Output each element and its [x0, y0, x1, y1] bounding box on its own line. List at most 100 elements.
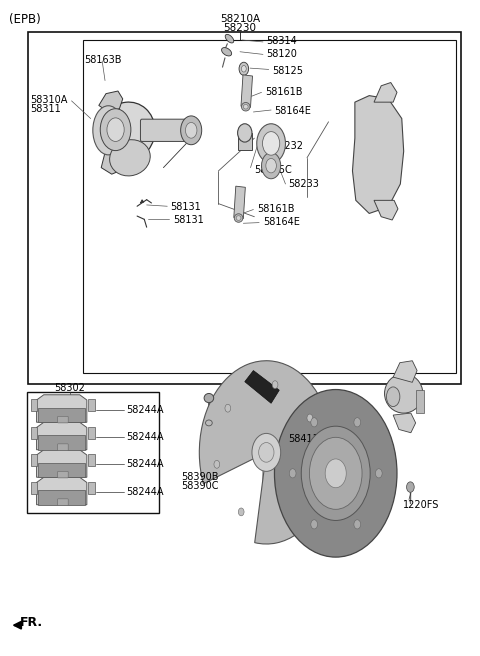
Ellipse shape — [222, 48, 232, 56]
Bar — [27, 392, 158, 512]
Text: 58163B: 58163B — [84, 54, 122, 64]
Polygon shape — [374, 200, 398, 220]
Text: 1351JD: 1351JD — [222, 384, 257, 394]
Circle shape — [272, 380, 278, 388]
Polygon shape — [36, 478, 87, 504]
Circle shape — [311, 520, 318, 529]
Ellipse shape — [234, 214, 243, 222]
Polygon shape — [36, 395, 87, 422]
Text: 58164E: 58164E — [275, 106, 312, 115]
Text: 58302: 58302 — [55, 383, 85, 393]
Text: 51711: 51711 — [211, 406, 242, 416]
Circle shape — [354, 520, 360, 529]
Circle shape — [239, 508, 244, 516]
Ellipse shape — [100, 102, 155, 161]
Text: 58411D: 58411D — [288, 434, 326, 444]
Bar — [31, 455, 37, 466]
Text: 58210A: 58210A — [220, 14, 260, 24]
Bar — [28, 32, 461, 384]
Circle shape — [100, 109, 131, 151]
Bar — [31, 427, 37, 439]
Polygon shape — [241, 75, 252, 108]
Polygon shape — [245, 371, 279, 403]
Text: 1220FS: 1220FS — [403, 500, 439, 510]
Circle shape — [354, 418, 360, 427]
Text: 58233: 58233 — [288, 179, 319, 189]
Circle shape — [307, 414, 312, 422]
Text: @: @ — [202, 419, 212, 429]
Polygon shape — [38, 463, 85, 478]
Circle shape — [257, 124, 286, 163]
Circle shape — [263, 132, 280, 155]
Text: 58311: 58311 — [30, 104, 61, 113]
Polygon shape — [393, 413, 416, 433]
Text: 58235C: 58235C — [254, 165, 292, 174]
Circle shape — [214, 461, 220, 468]
Bar — [416, 390, 424, 413]
Polygon shape — [38, 408, 85, 422]
Circle shape — [289, 469, 296, 478]
Ellipse shape — [204, 394, 214, 403]
Text: 58232: 58232 — [273, 141, 303, 151]
Text: 58244A: 58244A — [126, 432, 164, 441]
Circle shape — [301, 426, 370, 520]
Text: 58125: 58125 — [273, 66, 303, 75]
Text: FR.: FR. — [20, 616, 43, 629]
Text: 58161B: 58161B — [257, 204, 294, 214]
Circle shape — [241, 66, 246, 72]
Polygon shape — [234, 186, 245, 218]
Text: 58131: 58131 — [170, 202, 201, 212]
Circle shape — [185, 123, 197, 138]
Text: 58230: 58230 — [224, 23, 256, 33]
Circle shape — [239, 62, 249, 75]
FancyBboxPatch shape — [58, 472, 68, 478]
Bar — [88, 427, 95, 439]
Wedge shape — [199, 361, 333, 544]
FancyBboxPatch shape — [141, 119, 191, 142]
Circle shape — [311, 418, 318, 427]
Polygon shape — [238, 133, 252, 150]
Ellipse shape — [238, 124, 252, 142]
Ellipse shape — [236, 216, 241, 220]
Circle shape — [266, 159, 276, 173]
Circle shape — [262, 153, 281, 178]
Polygon shape — [99, 91, 123, 112]
Ellipse shape — [243, 104, 248, 109]
Polygon shape — [374, 83, 397, 102]
Text: 58120: 58120 — [266, 49, 297, 60]
Circle shape — [325, 459, 346, 487]
Ellipse shape — [205, 420, 212, 426]
FancyBboxPatch shape — [58, 444, 68, 451]
Text: 58164E: 58164E — [263, 217, 300, 227]
Polygon shape — [38, 490, 85, 504]
Circle shape — [225, 404, 231, 412]
Ellipse shape — [386, 387, 400, 407]
Ellipse shape — [384, 374, 423, 413]
Bar — [83, 40, 456, 373]
FancyBboxPatch shape — [58, 499, 68, 505]
Bar — [31, 400, 37, 411]
Text: (EPB): (EPB) — [9, 12, 41, 26]
Text: 58310A: 58310A — [30, 95, 68, 105]
Circle shape — [375, 469, 382, 478]
Bar — [88, 455, 95, 466]
Text: 58314: 58314 — [266, 36, 297, 47]
Text: 58244A: 58244A — [126, 487, 164, 497]
Bar — [88, 400, 95, 411]
Ellipse shape — [225, 34, 234, 43]
FancyBboxPatch shape — [58, 417, 68, 423]
Circle shape — [407, 482, 414, 492]
Bar — [88, 482, 95, 493]
Text: 58161B: 58161B — [265, 87, 302, 97]
Text: 58390C: 58390C — [181, 482, 219, 491]
Text: 58131: 58131 — [173, 215, 204, 225]
Ellipse shape — [259, 443, 274, 462]
Polygon shape — [38, 436, 85, 450]
Circle shape — [275, 390, 397, 557]
Ellipse shape — [109, 140, 150, 176]
Polygon shape — [36, 422, 87, 450]
Text: 58244A: 58244A — [126, 459, 164, 469]
Circle shape — [180, 116, 202, 145]
Ellipse shape — [252, 434, 281, 472]
Polygon shape — [352, 96, 404, 213]
